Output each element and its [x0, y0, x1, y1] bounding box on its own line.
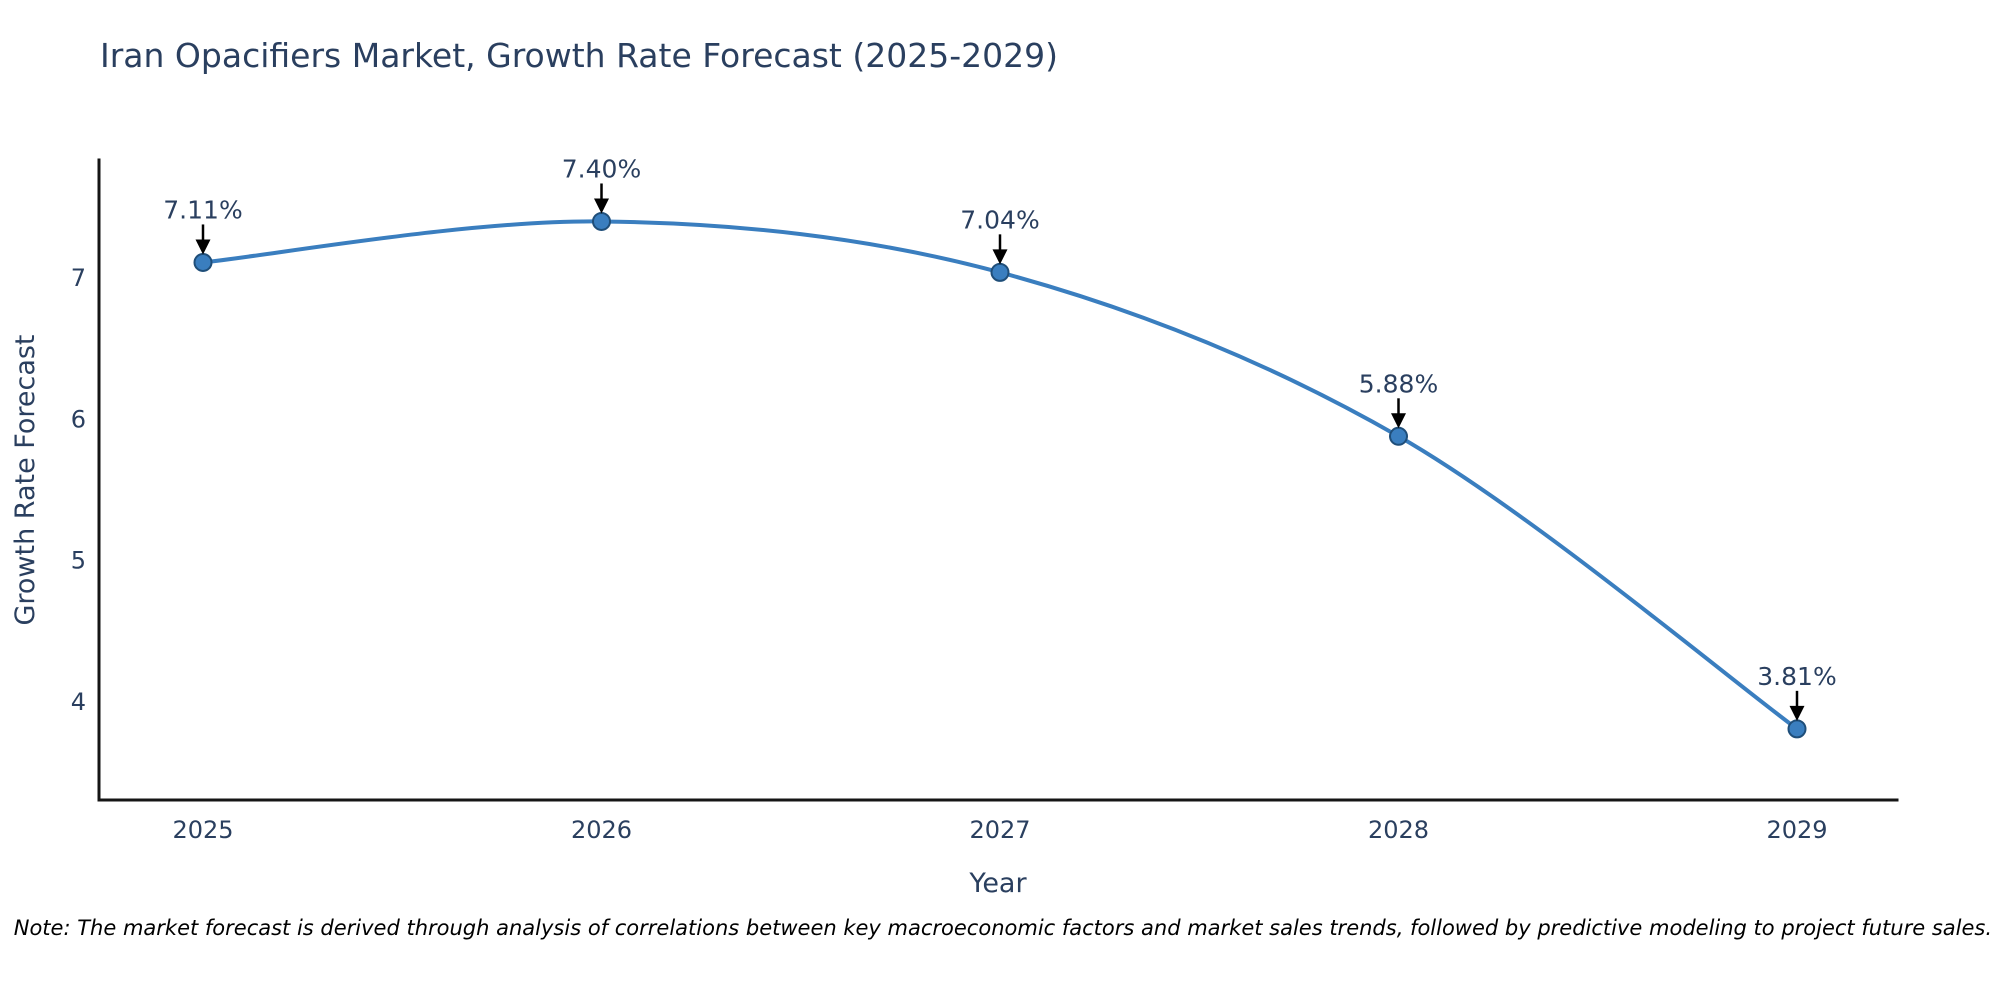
annotation-arrow-head: [594, 198, 609, 214]
x-tick-label: 2028: [1368, 816, 1429, 844]
annotation-arrow-head: [1391, 413, 1406, 429]
axes-lines: [97, 158, 1899, 802]
annotation-arrow-head: [195, 239, 211, 255]
x-tick-label: 2025: [172, 816, 233, 844]
data-point-label: 7.40%: [562, 154, 641, 183]
data-point-label: 5.88%: [1359, 369, 1438, 398]
y-axis-title: Growth Rate Forecast: [10, 334, 41, 625]
chart-title: Iran Opacifiers Market, Growth Rate Fore…: [100, 36, 1058, 75]
data-point-marker: [1389, 426, 1408, 446]
x-tick-label: 2026: [571, 816, 632, 844]
data-point-marker: [193, 252, 213, 272]
y-tick-label: 5: [71, 547, 86, 575]
x-tick-label: 2029: [1766, 816, 1827, 844]
data-point-label: 7.04%: [960, 205, 1039, 234]
y-tick-label: 6: [71, 405, 86, 433]
x-tick-label: 2027: [969, 816, 1030, 844]
chart-note: Note: The market forecast is derived thr…: [13, 916, 1992, 940]
y-tick-label: 7: [71, 264, 86, 292]
data-point-marker: [990, 262, 1010, 282]
forecast-line: [202, 219, 1799, 731]
data-point-label: 7.11%: [163, 195, 242, 224]
data-point-label: 3.81%: [1757, 662, 1836, 691]
annotation-arrow-head: [1789, 705, 1805, 721]
data-point-marker: [592, 211, 611, 231]
data-point-marker: [1787, 719, 1807, 739]
y-tick-label: 4: [71, 688, 86, 716]
x-axis-title: Year: [968, 868, 1027, 899]
annotation-arrow-head: [992, 249, 1008, 265]
